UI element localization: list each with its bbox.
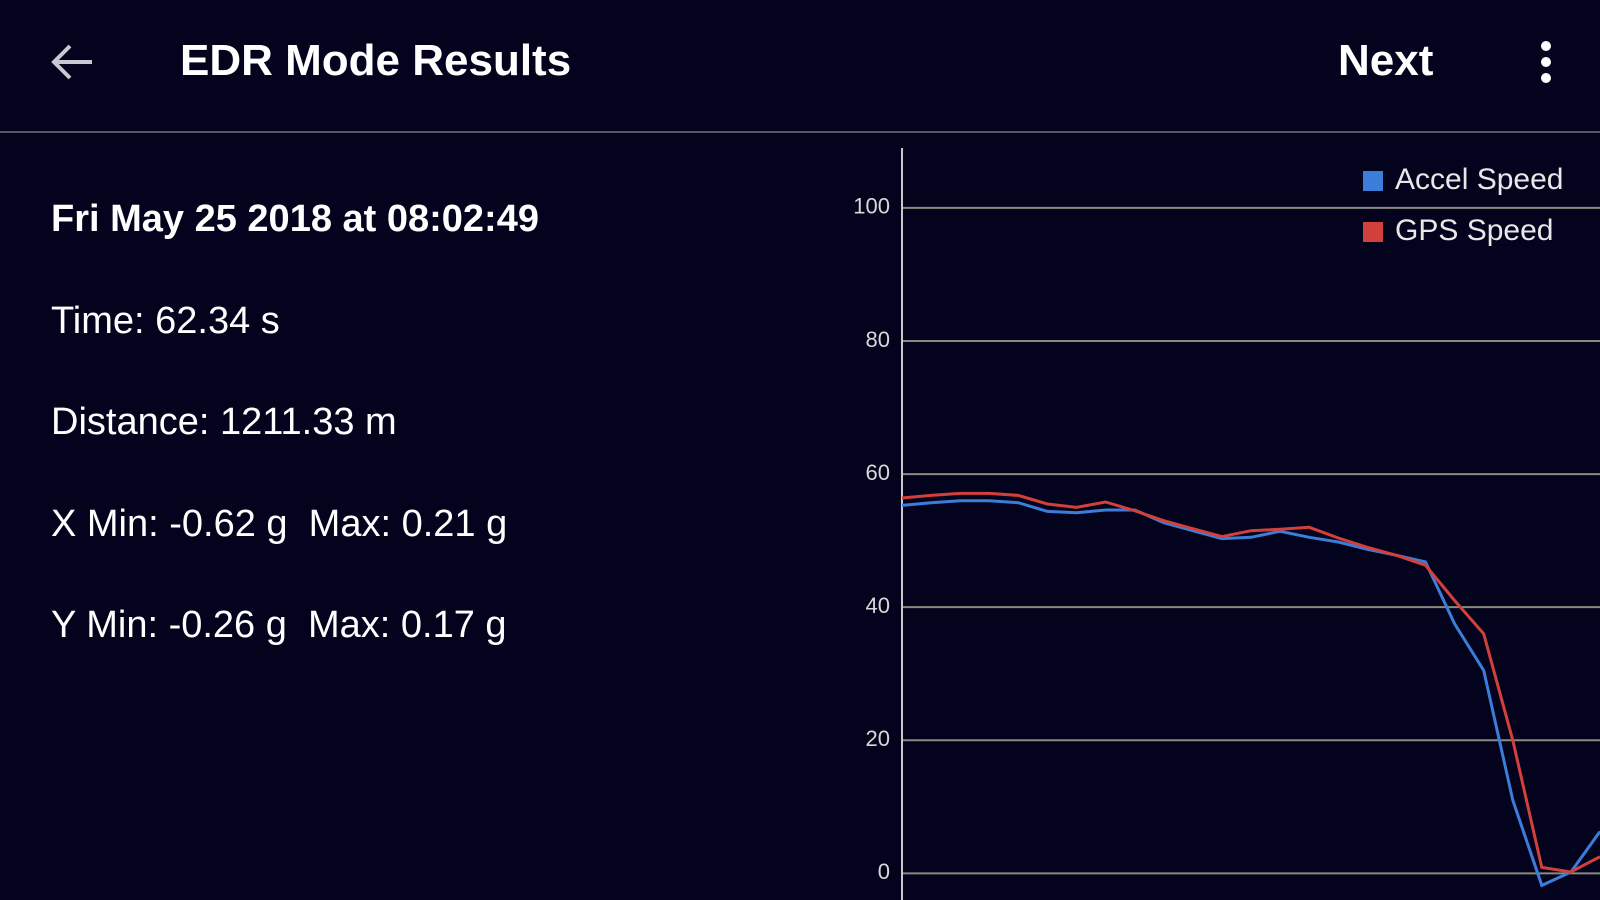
- y-tick-label: 100: [853, 194, 890, 219]
- y-tick-label: 20: [866, 726, 890, 751]
- next-button[interactable]: Next: [1338, 36, 1434, 85]
- legend-swatch: [1363, 171, 1383, 191]
- info-line: Distance: 1211.33 m: [51, 401, 397, 443]
- menu-button[interactable]: [1536, 38, 1556, 86]
- info-line: Y Min: -0.26 g Max: 0.17 g: [51, 604, 507, 646]
- y-tick-label: 80: [866, 327, 890, 352]
- legend-label: Accel Speed: [1395, 163, 1563, 196]
- info-line: Time: 62.34 s: [51, 300, 280, 342]
- legend-label: GPS Speed: [1395, 214, 1553, 247]
- title: EDR Mode Results: [180, 36, 572, 85]
- date: Fri May 25 2018 at 08:02:49: [51, 198, 539, 240]
- y-tick-label: 0: [878, 859, 890, 884]
- y-tick-label: 60: [866, 460, 890, 485]
- app-bar: EDR Mode Results Next: [0, 0, 1600, 133]
- data-line: [901, 491, 1600, 874]
- y-tick-label: 40: [866, 593, 890, 618]
- back-button[interactable]: [48, 40, 96, 84]
- data-line: [901, 499, 1600, 888]
- legend-swatch: [1363, 222, 1383, 242]
- info-line: X Min: -0.62 g Max: 0.21 g: [51, 503, 508, 545]
